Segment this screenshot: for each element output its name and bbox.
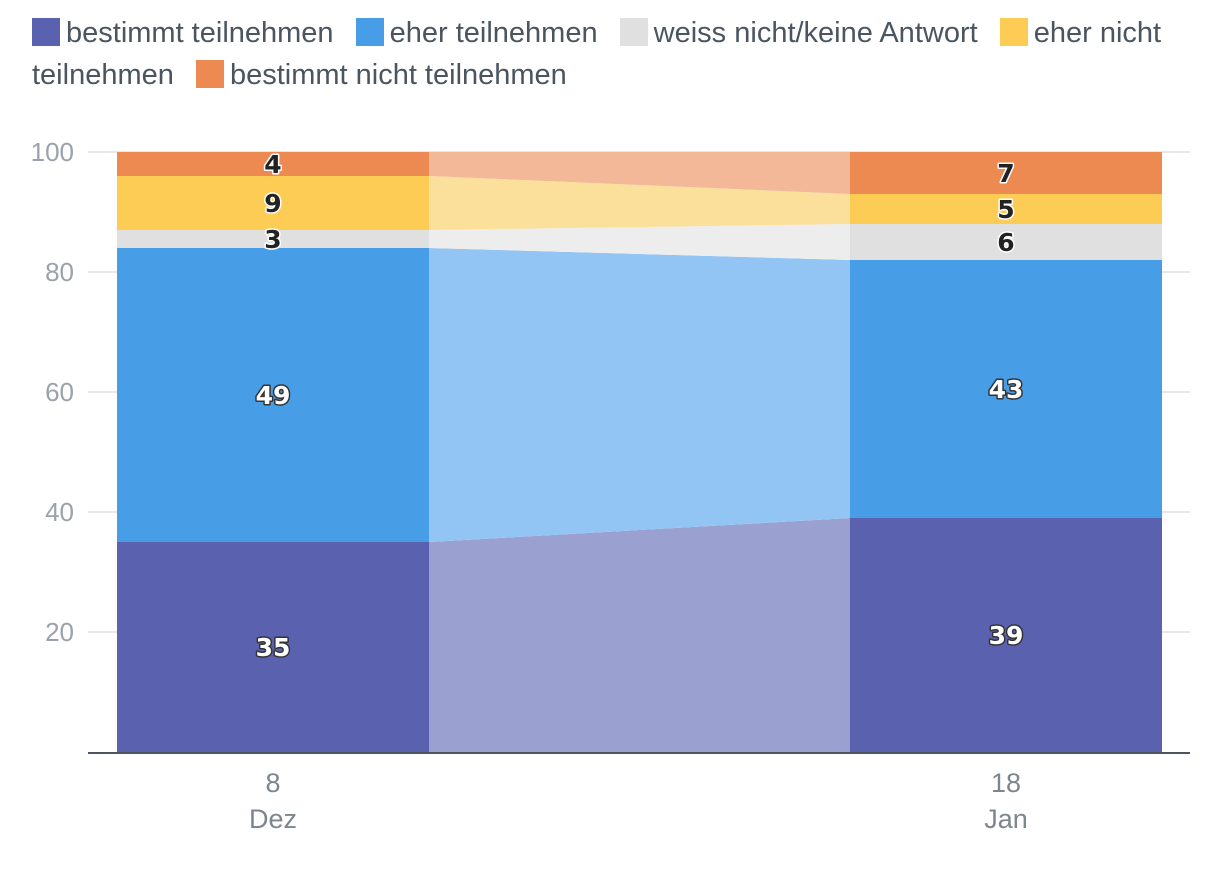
connector-band bbox=[429, 152, 850, 194]
bar-segment bbox=[117, 230, 429, 248]
legend-label: bestimmt nicht teilnehmen bbox=[229, 59, 567, 91]
connector-band bbox=[429, 248, 850, 542]
bar-segment bbox=[850, 518, 1162, 752]
legend-item-bestimmt-teilnehmen[interactable]: bestimmt teilnehmen bbox=[32, 17, 334, 49]
data-label: 5 bbox=[997, 195, 1014, 224]
y-tick-label: 40 bbox=[45, 497, 74, 527]
x-tick-label-month: Jan bbox=[984, 804, 1028, 834]
data-label: 7 bbox=[997, 159, 1014, 188]
legend-item-weiss-nicht[interactable]: weiss nicht/keine Antwort bbox=[619, 17, 978, 49]
legend-swatch bbox=[999, 18, 1028, 46]
data-label: 4 bbox=[264, 150, 281, 179]
data-label: 43 bbox=[989, 375, 1024, 404]
data-label: 6 bbox=[997, 228, 1014, 257]
y-tick-label: 20 bbox=[45, 617, 74, 647]
y-tick-label: 60 bbox=[45, 377, 74, 407]
x-tick-label-day: 8 bbox=[265, 768, 280, 798]
bar-segment bbox=[850, 260, 1162, 518]
legend-label: eher teilnehmen bbox=[389, 17, 598, 49]
legend-swatch bbox=[355, 18, 384, 46]
legend-item-eher-teilnehmen[interactable]: eher teilnehmen bbox=[355, 17, 598, 49]
y-tick-label: 80 bbox=[45, 257, 74, 287]
connector-band bbox=[429, 518, 850, 752]
bar-segment bbox=[117, 542, 429, 752]
bar-segment bbox=[117, 176, 429, 230]
data-label: 9 bbox=[264, 189, 281, 218]
bar-segment bbox=[850, 194, 1162, 224]
data-label: 39 bbox=[989, 621, 1024, 650]
x-tick-label-month: Dez bbox=[249, 804, 297, 834]
x-tick-label-day: 18 bbox=[991, 768, 1021, 798]
legend-swatch bbox=[619, 18, 648, 46]
legend-item-eher-nicht-teilnehmen[interactable]: eher nicht teilnehmen bbox=[32, 17, 1161, 91]
data-label: 35 bbox=[256, 633, 291, 662]
legend-swatch bbox=[32, 18, 60, 46]
bar-segment bbox=[117, 152, 429, 176]
legend-swatch bbox=[195, 60, 224, 88]
y-tick-label: 100 bbox=[31, 137, 74, 167]
bar-segment bbox=[117, 248, 429, 542]
legend-item-bestimmt-nicht-teilnehmen[interactable]: bestimmt nicht teilnehmen bbox=[195, 59, 567, 91]
bar-segment bbox=[850, 152, 1162, 194]
chart-legend: bestimmt teilnehmen eher teilnehmen weis… bbox=[32, 12, 1192, 96]
connector-band bbox=[429, 224, 850, 260]
data-label: 49 bbox=[256, 381, 291, 410]
legend-label: weiss nicht/keine Antwort bbox=[653, 17, 978, 49]
legend-label: bestimmt teilnehmen bbox=[66, 17, 334, 49]
data-label: 3 bbox=[264, 225, 281, 254]
bar-segment bbox=[850, 224, 1162, 260]
legend-label: eher nicht teilnehmen bbox=[32, 17, 1162, 91]
